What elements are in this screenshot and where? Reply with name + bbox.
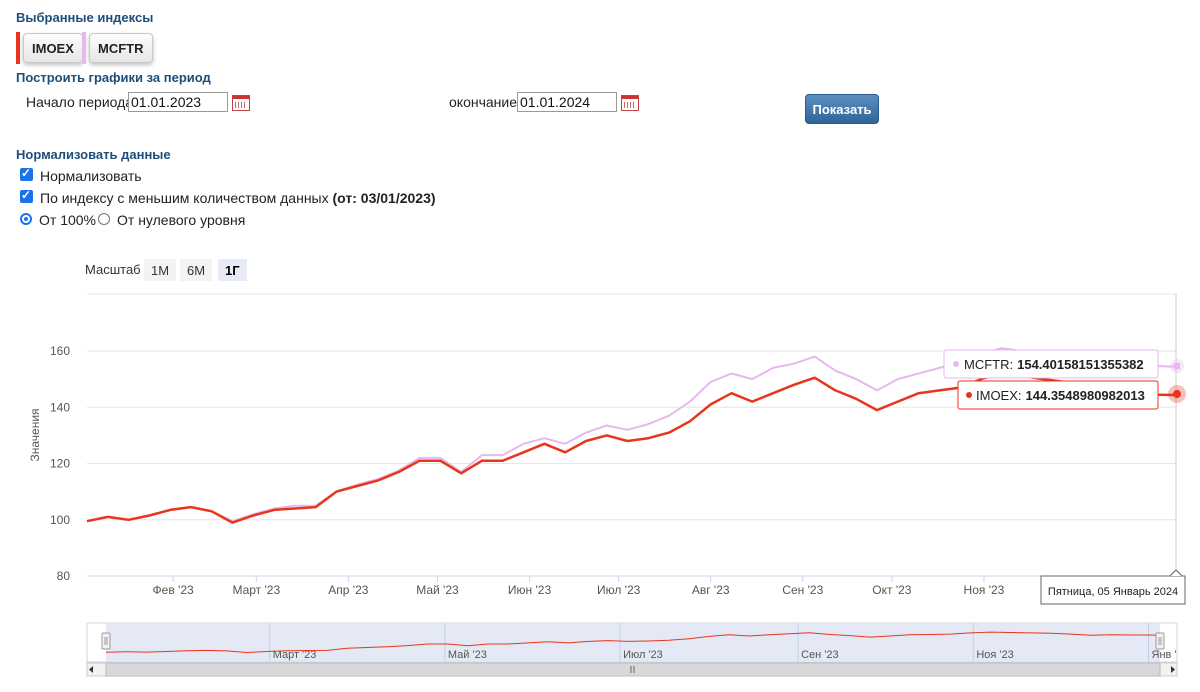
y-tick-label: 140 <box>50 400 70 414</box>
date-tooltip-text: Пятница, 05 Январь 2024 <box>1048 586 1178 598</box>
x-tick-label: Авг '23 <box>692 583 730 597</box>
navigator-label: Сен '23 <box>801 649 839 661</box>
navigator-label: Июл '23 <box>623 649 663 661</box>
zoom-1y-button[interactable]: 1Г <box>218 259 247 281</box>
navigator-series-line <box>105 631 1161 654</box>
svg-text:IMOEX:144.3548980982013: IMOEX: 144.3548980982013 <box>976 388 1145 403</box>
period-heading: Построить графики за период <box>16 70 211 85</box>
navigator-label: Ноя '23 <box>976 649 1013 661</box>
x-tick-label: Май '23 <box>416 583 459 597</box>
imoex-hover-marker <box>1173 390 1181 398</box>
navigator-right-handle[interactable] <box>1155 632 1165 650</box>
end-label: окончание <box>449 94 518 110</box>
from-zero-label: От нулевого уровня <box>117 212 246 228</box>
x-tick-label: Фев '23 <box>153 583 194 597</box>
from-zero-radio[interactable] <box>98 213 110 225</box>
mcftr-tooltip-name: MCFTR: <box>964 357 1013 372</box>
imoex-tooltip: IMOEX: 144.3548980982013 <box>957 380 1159 410</box>
y-axis-title: Значения <box>28 408 42 461</box>
scroll-right-arrow-icon[interactable] <box>1171 666 1175 673</box>
mcftr-color-bar <box>82 32 86 64</box>
mcftr-hover-marker <box>1174 363 1180 369</box>
y-tick-label: 160 <box>50 344 70 358</box>
x-tick-label: Сен '23 <box>782 583 823 597</box>
x-tick-label: Июн '23 <box>508 583 552 597</box>
end-date-input[interactable] <box>517 92 617 112</box>
mcftr-tooltip: MCFTR: 154.40158151355382 <box>943 349 1159 379</box>
x-tick-label: Апр '23 <box>328 583 368 597</box>
mcftr-tooltip-value: 154.40158151355382 <box>1017 357 1144 372</box>
mcftr-chip[interactable]: MCFTR <box>89 33 153 63</box>
fewer-data-date: (от: 03/01/2023) <box>332 190 436 206</box>
y-tick-label: 120 <box>50 457 70 471</box>
calendar-icon[interactable] <box>621 95 639 111</box>
date-tooltip: Пятница, 05 Январь 2024 <box>1040 569 1186 605</box>
from-100-label: От 100% <box>39 212 96 228</box>
normalize-checkbox[interactable] <box>20 166 33 181</box>
navigator-label: Май '23 <box>448 649 487 661</box>
fewer-data-label: По индексу с меньшим количеством данных … <box>40 190 436 206</box>
normalize-label: Нормализовать <box>40 168 142 184</box>
show-button[interactable]: Показать <box>805 94 879 124</box>
selected-indexes-heading: Выбранные индексы <box>16 10 154 25</box>
scroll-left-arrow-icon[interactable] <box>89 666 93 673</box>
y-tick-label: 80 <box>57 569 71 583</box>
navigator-left-handle[interactable] <box>101 632 111 650</box>
calendar-icon[interactable] <box>232 95 250 111</box>
navigator-label: Янв ' <box>1152 649 1177 661</box>
x-tick-label: Окт '23 <box>872 583 912 597</box>
start-date-input[interactable] <box>128 92 228 112</box>
normalize-heading: Нормализовать данные <box>16 147 171 162</box>
zoom-1m-button[interactable]: 1М <box>144 259 177 281</box>
x-tick-label: Ноя '23 <box>964 583 1005 597</box>
x-tick-label: Март '23 <box>232 583 280 597</box>
imoex-tooltip-name: IMOEX: <box>976 388 1022 403</box>
fewer-data-text: По индексу с меньшим количеством данных <box>40 190 329 206</box>
zoom-6m-button[interactable]: 6М <box>180 259 213 281</box>
imoex-tooltip-value: 144.3548980982013 <box>1026 388 1145 403</box>
x-tick-label: Июл '23 <box>597 583 641 597</box>
navigator: Март '23 Май '23 Июл '23 Сен '23 Ноя '23 Янв … <box>86 622 1178 677</box>
svg-text:MCFTR:154.40158151355382: MCFTR: 154.40158151355382 <box>964 357 1144 372</box>
from-100-radio[interactable] <box>20 213 32 225</box>
fewer-data-checkbox[interactable] <box>20 188 33 203</box>
y-axis: 80 100 120 140 160 <box>50 344 70 583</box>
chart-grid <box>87 293 1177 577</box>
scrollbar-thumb[interactable] <box>105 662 1161 677</box>
y-tick-label: 100 <box>50 513 70 527</box>
start-label: Начало периода <box>26 94 134 110</box>
navigator-label: Март '23 <box>273 649 317 661</box>
zoom-label: Масштаб <box>85 262 141 277</box>
imoex-color-bar <box>16 32 20 64</box>
navigator-selection[interactable] <box>106 623 1160 662</box>
x-axis: Фев '23 Март '23 Апр '23 Май '23 Июн '23 Июл … <box>87 575 1177 597</box>
